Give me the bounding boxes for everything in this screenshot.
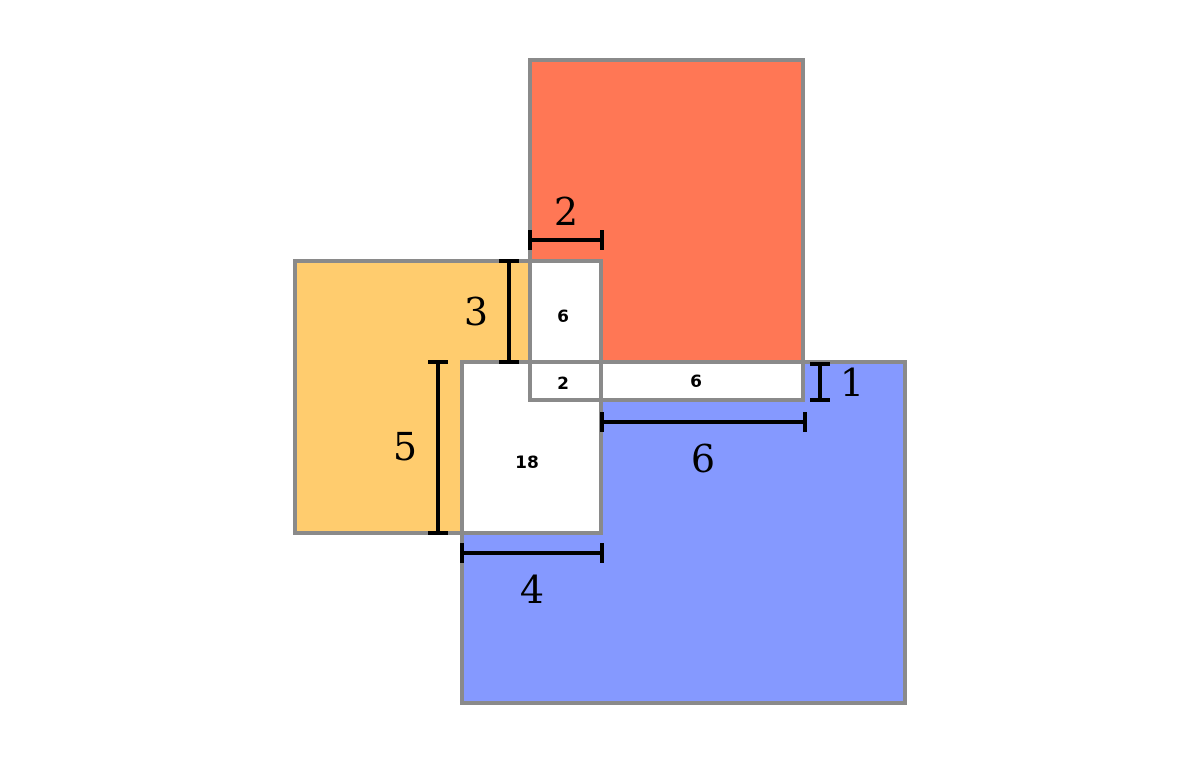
red-blue-overlap-label: 6	[690, 372, 702, 392]
top-width-label: 2	[554, 190, 578, 234]
right-width-dimension: 6	[600, 412, 807, 481]
yellow-red-overlap-label: 6	[557, 307, 569, 327]
right-width-label: 6	[691, 437, 715, 481]
top-width-dimension: 2	[528, 190, 604, 250]
right-height-dimension: 1	[810, 361, 864, 405]
center-overlap-label: 2	[557, 374, 569, 394]
bottom-width-dimension: 4	[460, 543, 604, 612]
left-height-dimension: 3	[464, 259, 519, 364]
yellow-blue-height-dimension: 5	[393, 360, 448, 535]
left-height-label: 3	[464, 290, 488, 334]
yellow-blue-height-label: 5	[393, 425, 417, 469]
right-height-label: 1	[840, 361, 864, 405]
yellow-blue-overlap-label: 18	[515, 453, 539, 473]
bottom-width-label: 4	[520, 568, 544, 612]
center-overlap-region	[528, 360, 603, 402]
